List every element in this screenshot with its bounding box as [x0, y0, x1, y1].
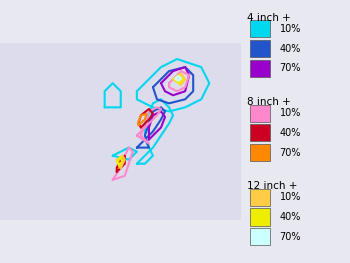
FancyBboxPatch shape: [250, 144, 270, 161]
Text: 12 inch +: 12 inch +: [247, 181, 297, 191]
Text: 4 inch +: 4 inch +: [247, 13, 290, 23]
FancyBboxPatch shape: [250, 21, 270, 38]
Text: 8 inch +: 8 inch +: [247, 97, 290, 107]
Text: 40%: 40%: [279, 44, 301, 54]
Text: 10%: 10%: [279, 24, 301, 34]
Text: 70%: 70%: [279, 63, 301, 73]
FancyBboxPatch shape: [250, 228, 270, 245]
Text: 70%: 70%: [279, 148, 301, 158]
FancyBboxPatch shape: [250, 124, 270, 141]
Text: 10%: 10%: [279, 108, 301, 118]
FancyBboxPatch shape: [250, 40, 270, 57]
Text: 40%: 40%: [279, 212, 301, 222]
Text: 70%: 70%: [279, 232, 301, 242]
FancyBboxPatch shape: [250, 189, 270, 206]
FancyBboxPatch shape: [250, 60, 270, 77]
Text: 40%: 40%: [279, 128, 301, 138]
FancyBboxPatch shape: [250, 208, 270, 226]
FancyBboxPatch shape: [250, 104, 270, 122]
Text: 10%: 10%: [279, 192, 301, 202]
